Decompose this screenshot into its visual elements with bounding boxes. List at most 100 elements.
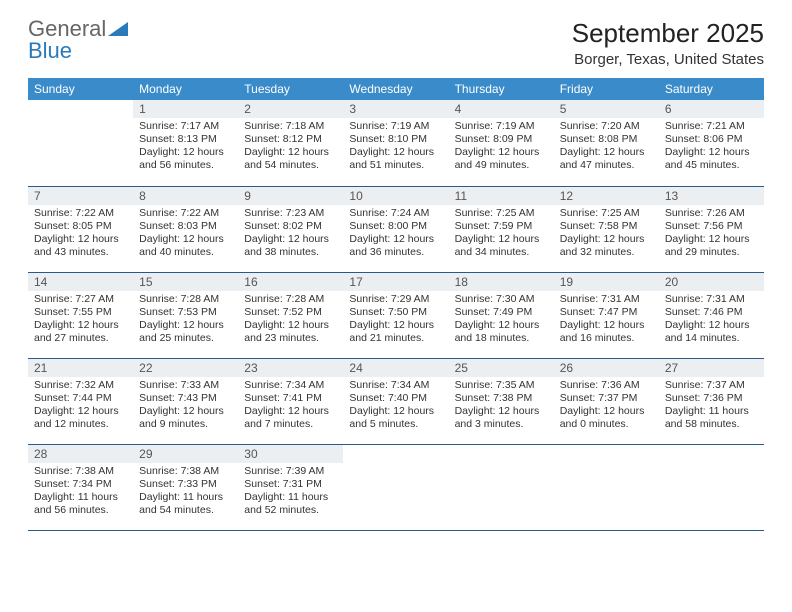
daylight-text: Daylight: 12 hours and 49 minutes. [455, 146, 548, 172]
sunset-text: Sunset: 8:10 PM [349, 133, 442, 146]
daylight-text: Daylight: 12 hours and 21 minutes. [349, 319, 442, 345]
sunrise-text: Sunrise: 7:26 AM [665, 207, 758, 220]
sunset-text: Sunset: 8:05 PM [34, 220, 127, 233]
sunset-text: Sunset: 7:50 PM [349, 306, 442, 319]
calendar-day-cell: 19Sunrise: 7:31 AMSunset: 7:47 PMDayligh… [554, 272, 659, 358]
daylight-text: Daylight: 12 hours and 51 minutes. [349, 146, 442, 172]
sunset-text: Sunset: 8:03 PM [139, 220, 232, 233]
sunrise-text: Sunrise: 7:19 AM [455, 120, 548, 133]
day-content: Sunrise: 7:37 AMSunset: 7:36 PMDaylight:… [659, 377, 764, 436]
sunrise-text: Sunrise: 7:23 AM [244, 207, 337, 220]
day-content: Sunrise: 7:19 AMSunset: 8:10 PMDaylight:… [343, 118, 448, 177]
day-number: 1 [133, 100, 238, 118]
calendar-day-cell: 28Sunrise: 7:38 AMSunset: 7:34 PMDayligh… [28, 444, 133, 530]
day-number: 2 [238, 100, 343, 118]
day-content: Sunrise: 7:22 AMSunset: 8:03 PMDaylight:… [133, 205, 238, 264]
sunset-text: Sunset: 7:47 PM [560, 306, 653, 319]
sunset-text: Sunset: 7:31 PM [244, 478, 337, 491]
daylight-text: Daylight: 12 hours and 27 minutes. [34, 319, 127, 345]
sunset-text: Sunset: 7:58 PM [560, 220, 653, 233]
day-header-row: Sunday Monday Tuesday Wednesday Thursday… [28, 78, 764, 100]
calendar-day-cell: 23Sunrise: 7:34 AMSunset: 7:41 PMDayligh… [238, 358, 343, 444]
day-content: Sunrise: 7:33 AMSunset: 7:43 PMDaylight:… [133, 377, 238, 436]
calendar-day-cell: 13Sunrise: 7:26 AMSunset: 7:56 PMDayligh… [659, 186, 764, 272]
sunrise-text: Sunrise: 7:19 AM [349, 120, 442, 133]
sunset-text: Sunset: 7:36 PM [665, 392, 758, 405]
calendar-day-cell: 8Sunrise: 7:22 AMSunset: 8:03 PMDaylight… [133, 186, 238, 272]
daylight-text: Daylight: 12 hours and 40 minutes. [139, 233, 232, 259]
day-content: Sunrise: 7:29 AMSunset: 7:50 PMDaylight:… [343, 291, 448, 350]
daylight-text: Daylight: 12 hours and 23 minutes. [244, 319, 337, 345]
calendar-day-cell: 15Sunrise: 7:28 AMSunset: 7:53 PMDayligh… [133, 272, 238, 358]
calendar-day-cell [28, 100, 133, 186]
sunrise-text: Sunrise: 7:32 AM [34, 379, 127, 392]
day-content: Sunrise: 7:35 AMSunset: 7:38 PMDaylight:… [449, 377, 554, 436]
day-number: 15 [133, 273, 238, 291]
day-number: 20 [659, 273, 764, 291]
sunrise-text: Sunrise: 7:35 AM [455, 379, 548, 392]
day-number [449, 445, 554, 449]
daylight-text: Daylight: 12 hours and 47 minutes. [560, 146, 653, 172]
day-number: 16 [238, 273, 343, 291]
sunrise-text: Sunrise: 7:28 AM [139, 293, 232, 306]
sunset-text: Sunset: 8:09 PM [455, 133, 548, 146]
calendar-day-cell: 21Sunrise: 7:32 AMSunset: 7:44 PMDayligh… [28, 358, 133, 444]
calendar-day-cell: 12Sunrise: 7:25 AMSunset: 7:58 PMDayligh… [554, 186, 659, 272]
day-number: 11 [449, 187, 554, 205]
day-header: Saturday [659, 78, 764, 100]
day-content: Sunrise: 7:28 AMSunset: 7:53 PMDaylight:… [133, 291, 238, 350]
daylight-text: Daylight: 12 hours and 0 minutes. [560, 405, 653, 431]
calendar-day-cell: 22Sunrise: 7:33 AMSunset: 7:43 PMDayligh… [133, 358, 238, 444]
day-content: Sunrise: 7:38 AMSunset: 7:33 PMDaylight:… [133, 463, 238, 522]
calendar-day-cell: 5Sunrise: 7:20 AMSunset: 8:08 PMDaylight… [554, 100, 659, 186]
daylight-text: Daylight: 12 hours and 7 minutes. [244, 405, 337, 431]
sunset-text: Sunset: 7:37 PM [560, 392, 653, 405]
day-number: 30 [238, 445, 343, 463]
calendar-day-cell: 20Sunrise: 7:31 AMSunset: 7:46 PMDayligh… [659, 272, 764, 358]
sunset-text: Sunset: 8:08 PM [560, 133, 653, 146]
daylight-text: Daylight: 12 hours and 9 minutes. [139, 405, 232, 431]
calendar-day-cell: 1Sunrise: 7:17 AMSunset: 8:13 PMDaylight… [133, 100, 238, 186]
day-number [659, 445, 764, 449]
day-content: Sunrise: 7:22 AMSunset: 8:05 PMDaylight:… [28, 205, 133, 264]
sunset-text: Sunset: 8:02 PM [244, 220, 337, 233]
day-number: 19 [554, 273, 659, 291]
sunrise-text: Sunrise: 7:22 AM [34, 207, 127, 220]
day-number: 23 [238, 359, 343, 377]
calendar-day-cell: 10Sunrise: 7:24 AMSunset: 8:00 PMDayligh… [343, 186, 448, 272]
day-number: 24 [343, 359, 448, 377]
day-number: 3 [343, 100, 448, 118]
day-number: 14 [28, 273, 133, 291]
day-header: Sunday [28, 78, 133, 100]
day-content: Sunrise: 7:19 AMSunset: 8:09 PMDaylight:… [449, 118, 554, 177]
day-number: 29 [133, 445, 238, 463]
daylight-text: Daylight: 12 hours and 5 minutes. [349, 405, 442, 431]
daylight-text: Daylight: 12 hours and 3 minutes. [455, 405, 548, 431]
sunrise-text: Sunrise: 7:31 AM [560, 293, 653, 306]
day-number: 10 [343, 187, 448, 205]
calendar-day-cell: 24Sunrise: 7:34 AMSunset: 7:40 PMDayligh… [343, 358, 448, 444]
calendar-day-cell: 11Sunrise: 7:25 AMSunset: 7:59 PMDayligh… [449, 186, 554, 272]
sunset-text: Sunset: 7:33 PM [139, 478, 232, 491]
location: Borger, Texas, United States [572, 51, 764, 68]
day-number [554, 445, 659, 449]
daylight-text: Daylight: 11 hours and 56 minutes. [34, 491, 127, 517]
calendar-day-cell: 9Sunrise: 7:23 AMSunset: 8:02 PMDaylight… [238, 186, 343, 272]
calendar-day-cell: 16Sunrise: 7:28 AMSunset: 7:52 PMDayligh… [238, 272, 343, 358]
daylight-text: Daylight: 12 hours and 34 minutes. [455, 233, 548, 259]
day-number: 4 [449, 100, 554, 118]
daylight-text: Daylight: 12 hours and 43 minutes. [34, 233, 127, 259]
sunset-text: Sunset: 8:06 PM [665, 133, 758, 146]
sunset-text: Sunset: 7:49 PM [455, 306, 548, 319]
sunrise-text: Sunrise: 7:34 AM [349, 379, 442, 392]
logo-text-blue: Blue [28, 38, 72, 63]
calendar-day-cell: 29Sunrise: 7:38 AMSunset: 7:33 PMDayligh… [133, 444, 238, 530]
day-content: Sunrise: 7:25 AMSunset: 7:59 PMDaylight:… [449, 205, 554, 264]
sunset-text: Sunset: 7:52 PM [244, 306, 337, 319]
day-number: 17 [343, 273, 448, 291]
day-content: Sunrise: 7:38 AMSunset: 7:34 PMDaylight:… [28, 463, 133, 522]
calendar-day-cell: 27Sunrise: 7:37 AMSunset: 7:36 PMDayligh… [659, 358, 764, 444]
logo: GeneralBlue [28, 18, 128, 62]
day-number: 22 [133, 359, 238, 377]
day-content: Sunrise: 7:27 AMSunset: 7:55 PMDaylight:… [28, 291, 133, 350]
